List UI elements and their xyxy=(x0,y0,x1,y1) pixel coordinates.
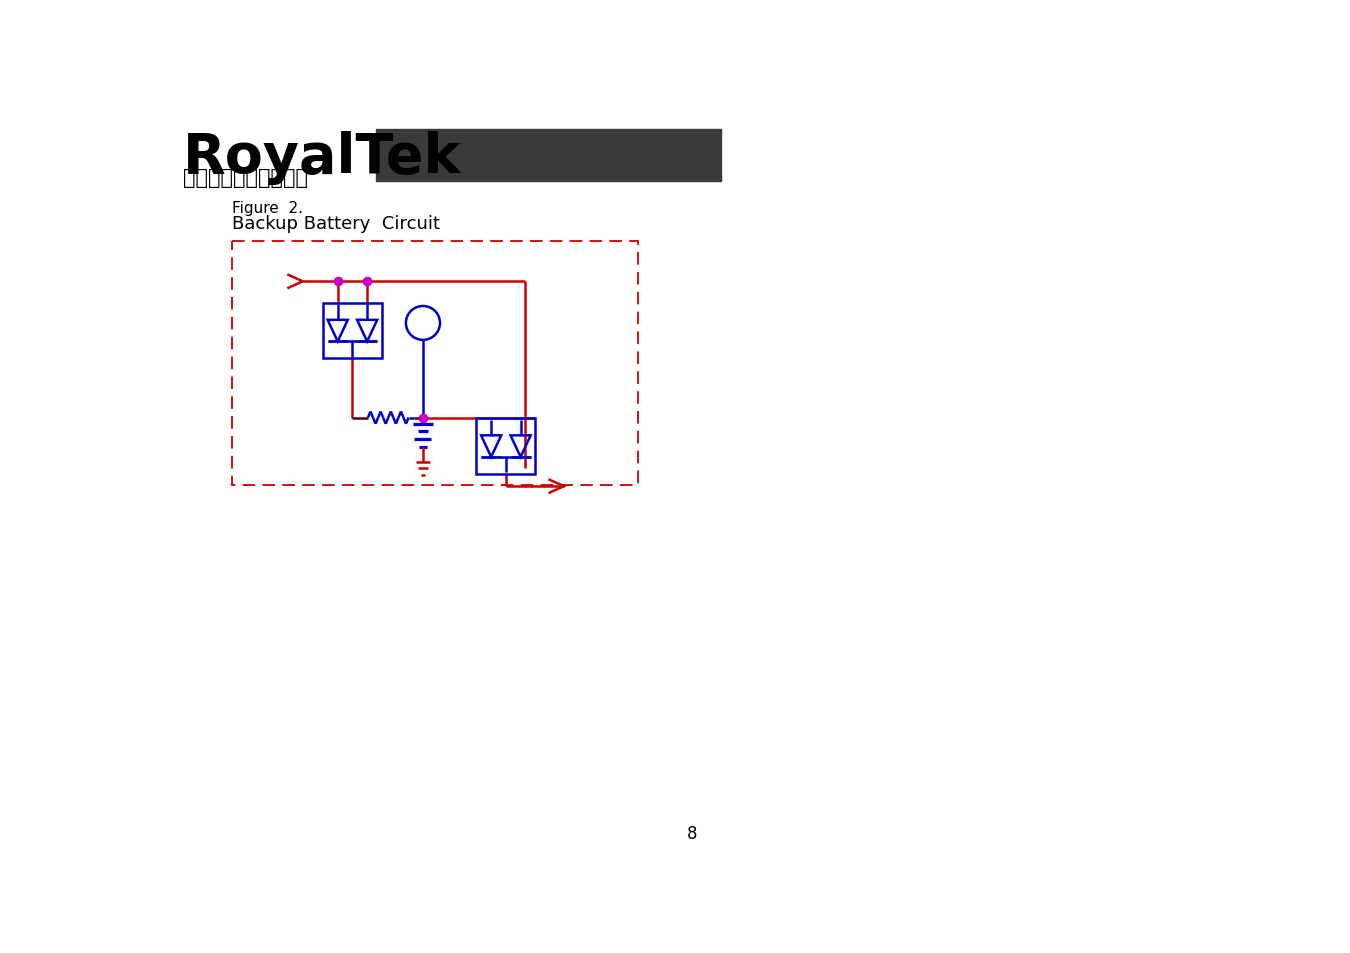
Text: 鼎天國際股份有限公司: 鼎天國際股份有限公司 xyxy=(182,168,308,188)
Bar xyxy=(477,419,536,475)
Bar xyxy=(323,304,382,359)
Text: Backup Battery  Circuit: Backup Battery Circuit xyxy=(232,215,440,233)
Bar xyxy=(232,241,637,486)
Text: RoyalTek: RoyalTek xyxy=(182,132,462,185)
Bar xyxy=(377,130,721,182)
Text: Figure  2.: Figure 2. xyxy=(232,200,304,215)
Text: 8: 8 xyxy=(687,824,697,842)
